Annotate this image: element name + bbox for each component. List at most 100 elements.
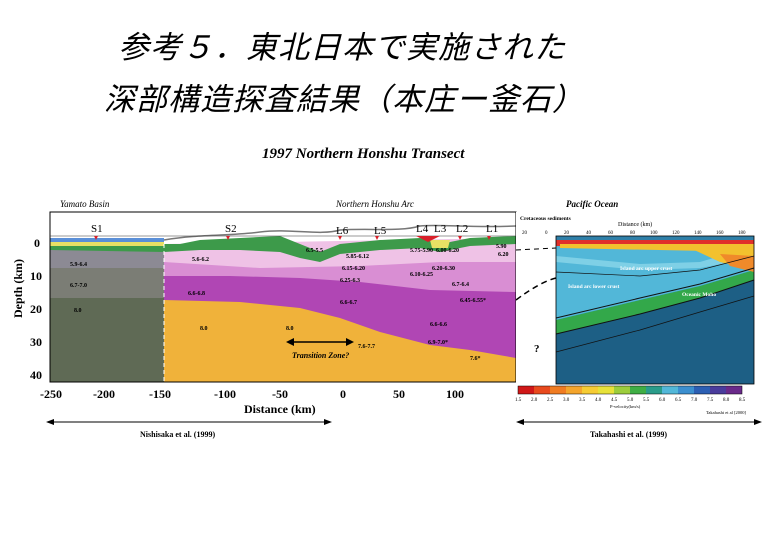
inset-sediments-label: Cretaceous sediments	[520, 216, 571, 222]
colorbar-label: P-velocity(km/s)	[610, 404, 641, 409]
station-l3: L3	[434, 223, 447, 235]
vel-14: 6.20-6.30	[432, 266, 455, 272]
slide-title-line1: 参考５．東北日本で実施された	[118, 30, 566, 66]
cross-section	[49, 211, 517, 383]
transition-zone-label: Transition Zone?	[292, 351, 349, 360]
vel-11: 5.75-5.90	[410, 248, 433, 254]
sea-layer	[50, 238, 164, 242]
y-axis: Depth (km) 0 10 20 30 40	[11, 236, 42, 382]
vel-2: 8.0	[74, 308, 82, 314]
inset-ks-label: KS	[524, 241, 531, 246]
yamato-middle-layer	[50, 268, 164, 298]
inset-moho-label: Oceanic Moho	[682, 292, 716, 298]
vel-22: 6.20	[498, 252, 509, 258]
station-markers: S1 S2 L6 L5 L4 L3 L2 L1	[91, 223, 498, 242]
svg-text:5.5: 5.5	[643, 398, 650, 403]
x-tick-2: -150	[149, 387, 171, 401]
region-left-label: Yamato Basin	[60, 199, 110, 209]
vel-18: 6.9-7.0*	[428, 340, 448, 346]
vel-6: 8.0	[286, 326, 294, 332]
x-tick-3: -100	[214, 387, 236, 401]
svg-text:6.0: 6.0	[659, 398, 666, 403]
vel-3: 5.6-6.2	[192, 257, 209, 263]
svg-text:160: 160	[716, 231, 724, 236]
x-tick-5: 0	[340, 387, 346, 401]
svg-text:140: 140	[694, 231, 702, 236]
svg-text:4.5: 4.5	[611, 398, 618, 403]
velocity-labels: 5.9-6.4 6.7-7.0 8.0 5.6-6.2 6.6-6.8 8.0 …	[70, 244, 509, 362]
y-tick-40: 40	[30, 368, 42, 382]
y-tick-20: 20	[30, 302, 42, 316]
vel-17: 6.6-6.6	[430, 322, 447, 328]
svg-text:60: 60	[608, 231, 614, 236]
yamato-upper-layer	[50, 248, 164, 268]
ref-left: Nishisaka et al. (1999)	[140, 430, 215, 439]
svg-text:2.0: 2.0	[531, 398, 538, 403]
svg-text:80: 80	[630, 231, 636, 236]
vel-20: 7.6-7.7	[358, 344, 375, 350]
x-tick-7: 100	[446, 387, 464, 401]
reference-arrows: Nishisaka et al. (1999) Takahashi et al.…	[46, 419, 762, 439]
vel-4: 6.6-6.8	[188, 291, 205, 297]
ref-right: Takahashi et al. (1999)	[590, 430, 667, 439]
svg-text:3.5: 3.5	[579, 398, 586, 403]
svg-text:0: 0	[545, 231, 548, 236]
y-tick-30: 30	[30, 335, 42, 349]
vel-23: 6.5-5.5	[306, 248, 323, 254]
svg-text:5.0: 5.0	[627, 398, 634, 403]
colorbar: 1.5 2.0 2.5 3.0 3.5 4.0 4.5 5.0 5.5 6.0 …	[515, 385, 747, 415]
vel-19: 7.6*	[470, 356, 481, 362]
y-axis-label: Depth (km)	[11, 259, 25, 318]
inset-distance-ticks: 20 0 20 40 60 80 100 120 140 160 180	[522, 231, 746, 236]
vel-12: 6.00-6.20	[436, 248, 459, 254]
svg-text:100: 100	[650, 231, 658, 236]
colorbar-credit: Takahashi et al [2000]	[706, 410, 747, 415]
station-s2: S2	[225, 223, 237, 235]
lower-crust	[164, 268, 516, 358]
region-right-label: Pacific Ocean	[566, 199, 618, 209]
vel-0: 5.9-6.4	[70, 262, 87, 268]
y-tick-10: 10	[30, 269, 42, 283]
x-tick-6: 50	[393, 387, 405, 401]
inset-panel: ? Cretaceous sediments Distance (km) 20 …	[515, 212, 756, 385]
surface-sediments	[50, 236, 516, 262]
inset-lower-label: Island arc lower crust	[568, 284, 619, 290]
vel-10: 6.6-6.7	[340, 300, 357, 306]
inset-upper-label: Island arc upper crust	[620, 266, 672, 272]
svg-text:6.5: 6.5	[675, 398, 682, 403]
station-l6: L6	[336, 225, 349, 237]
station-s1: S1	[91, 223, 103, 235]
svg-text:7.0: 7.0	[691, 398, 698, 403]
vel-13: 6.10-6.25	[410, 272, 433, 278]
inset-distance-label: Distance (km)	[618, 221, 652, 228]
x-tick-1: -200	[93, 387, 115, 401]
svg-text:2.5: 2.5	[547, 398, 554, 403]
station-l2: L2	[456, 223, 468, 235]
x-axis: -250 -200 -150 -100 -50 0 50 100 Distanc…	[40, 387, 464, 416]
svg-text:4.0: 4.0	[595, 398, 602, 403]
vel-7: 5.85-6.12	[346, 254, 369, 260]
vel-8: 6.15-6.20	[342, 266, 365, 272]
svg-text:1.5: 1.5	[515, 398, 522, 403]
svg-text:20: 20	[564, 231, 570, 236]
x-tick-4: -50	[272, 387, 288, 401]
station-l5: L5	[374, 225, 387, 237]
svg-text:3.0: 3.0	[563, 398, 570, 403]
slab-green	[556, 270, 754, 334]
station-l1: L1	[486, 223, 498, 235]
vel-15: 6.7-6.4	[452, 282, 469, 288]
vel-21: 5.90	[496, 244, 507, 250]
svg-text:180: 180	[738, 231, 746, 236]
figure-title: 1997 Northern Honshu Transect	[262, 146, 465, 162]
vel-5: 8.0	[200, 326, 208, 332]
station-l4: L4	[416, 223, 429, 235]
svg-text:120: 120	[672, 231, 680, 236]
vel-1: 6.7-7.0	[70, 283, 87, 289]
y-tick-0: 0	[34, 236, 40, 250]
region-mid-label: Northern Honshu Arc	[335, 199, 414, 209]
x-tick-0: -250	[40, 387, 62, 401]
svg-text:8.0: 8.0	[723, 398, 730, 403]
svg-text:40: 40	[586, 231, 592, 236]
topography-line	[163, 224, 517, 241]
